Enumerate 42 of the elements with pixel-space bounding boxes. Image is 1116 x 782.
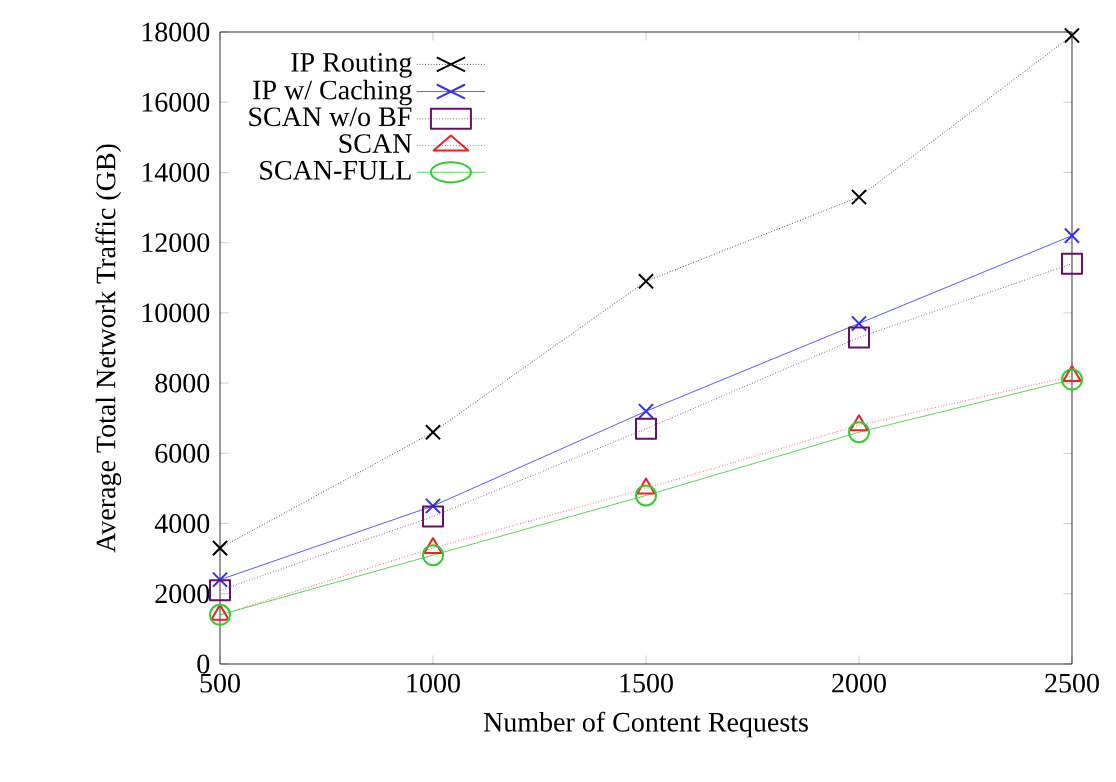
point [1063,227,1081,244]
point [637,403,655,420]
x-tick-label: 1500 [620,673,673,693]
point [634,484,657,507]
point [209,579,231,602]
point [1060,368,1083,391]
y-tick-label: 4000 [154,514,210,533]
y-tick-label: 10000 [142,303,210,323]
point [211,540,229,557]
y-tick-label: 6000 [155,443,210,463]
x-tick-label: 500 [200,673,240,693]
legend-label: IP w/ Caching [253,79,412,106]
legend-label: IP Routing [291,53,412,78]
point [424,424,442,441]
y-axis-title: Average Total Network Traffic (GB) [95,144,122,553]
point [211,571,229,588]
point [424,497,442,515]
point [634,417,657,440]
legend-label: SCAN [339,134,412,153]
x-tick-label: 1000 [407,673,460,693]
x-axis-title: Number of Content Requests [483,711,808,738]
y-tick-label: 12000 [142,233,210,253]
x-tick-label: 2000 [832,673,886,693]
point [422,505,444,528]
point [422,544,444,567]
point [848,421,870,444]
point [1063,27,1081,44]
point [209,603,231,626]
legend-label: SCAN w/o BF [249,107,412,127]
y-tick-label: 16000 [142,92,210,112]
y-tick-label: 0 [197,654,210,674]
y-tick-label: 8000 [155,373,210,393]
point [1060,252,1083,275]
point [637,273,655,290]
y-tick-label: 18000 [142,22,210,42]
point [848,326,870,349]
y-tick-label: 14000 [142,162,210,182]
y-tick-label: 2000 [155,584,210,604]
point [850,188,868,206]
legend-label: SCAN-FULL [260,160,411,180]
x-tick-label: 2500 [1045,673,1099,693]
point [850,315,868,332]
